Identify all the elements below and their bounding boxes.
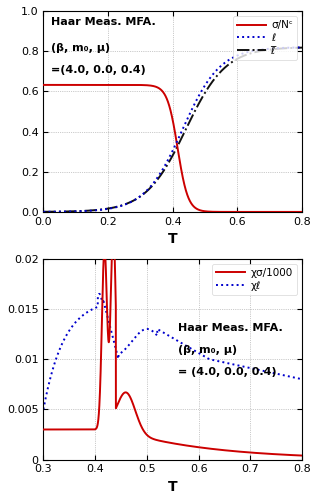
Legend: χσ/1000, χℓ: χσ/1000, χℓ [212, 264, 297, 295]
Legend: σ/Nᶜ, ℓ, ℓ̅: σ/Nᶜ, ℓ, ℓ̅ [232, 16, 297, 60]
Text: (β, m₀, μ): (β, m₀, μ) [51, 43, 110, 53]
X-axis label: T: T [168, 480, 178, 494]
Text: = (4.0, 0.0, 0.4): = (4.0, 0.0, 0.4) [178, 367, 277, 377]
Text: =(4.0, 0.0, 0.4): =(4.0, 0.0, 0.4) [51, 65, 146, 75]
X-axis label: T: T [168, 232, 178, 246]
Text: Haar Meas. MFA.: Haar Meas. MFA. [51, 17, 156, 27]
Text: Haar Meas. MFA.: Haar Meas. MFA. [178, 323, 283, 333]
Text: (β, m₀, μ): (β, m₀, μ) [178, 345, 237, 355]
